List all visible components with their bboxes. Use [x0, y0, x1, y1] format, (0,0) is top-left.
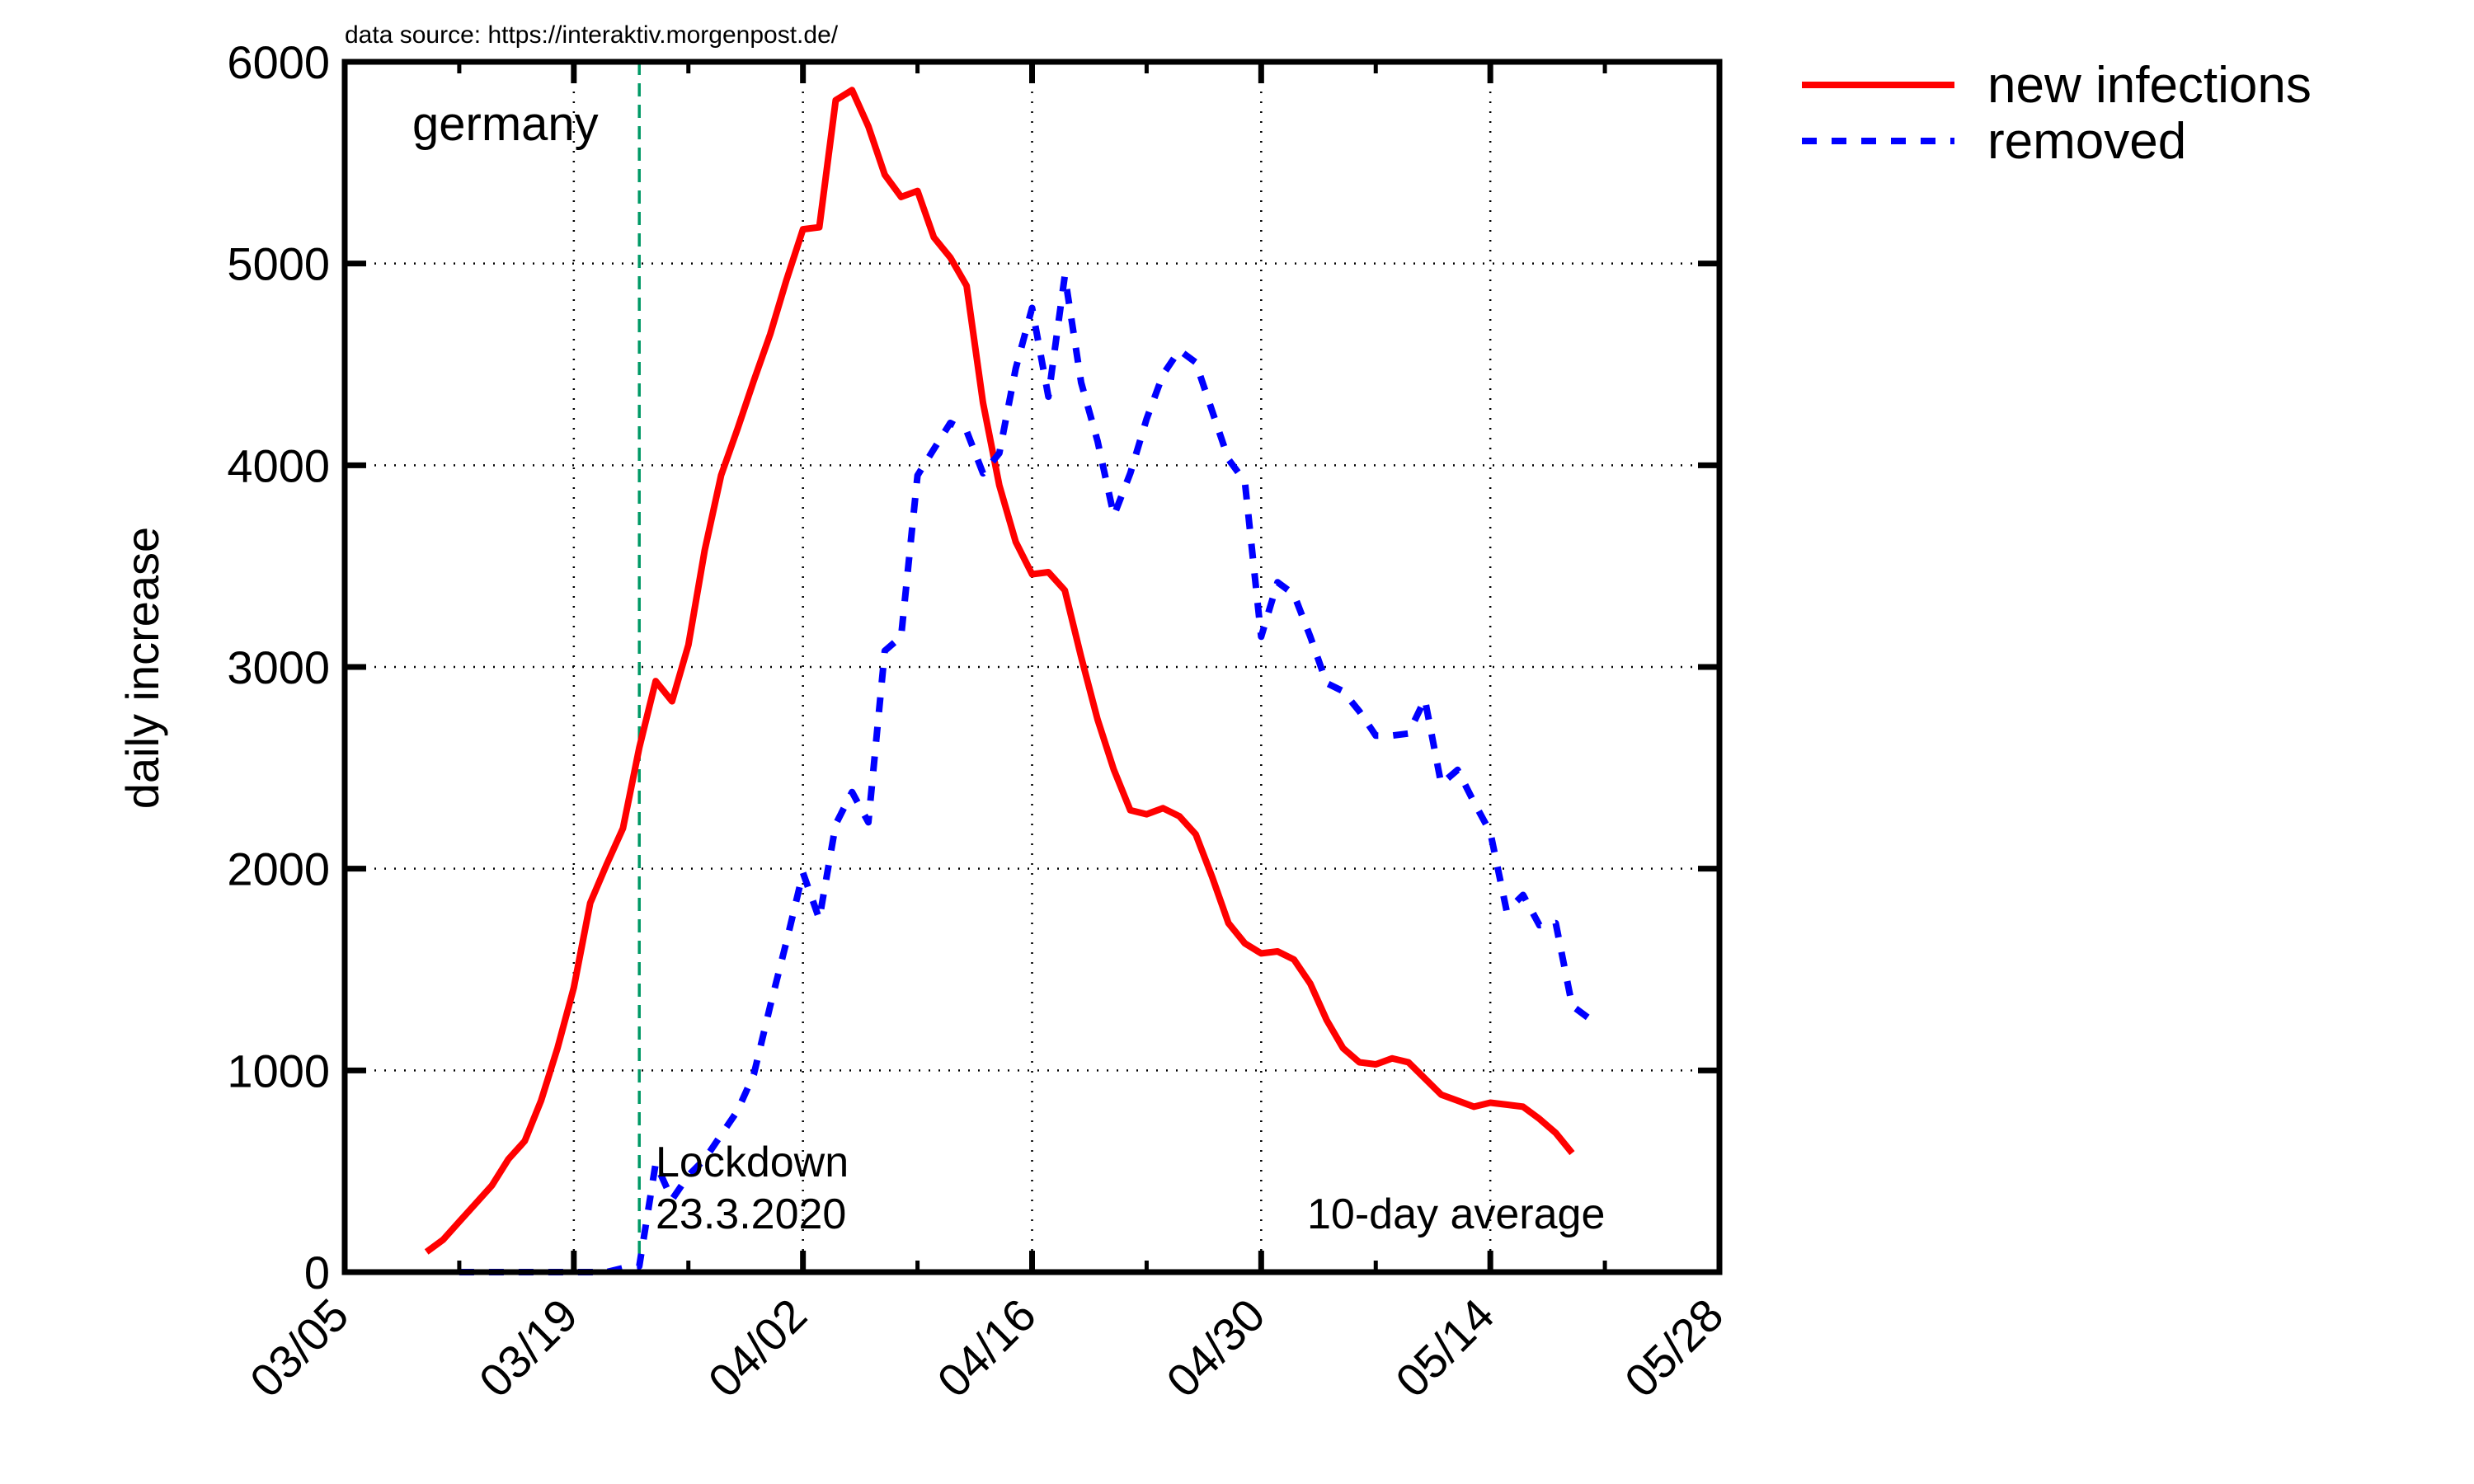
x-tick-label: 04/30	[1156, 1289, 1275, 1407]
y-tick-label: 3000	[227, 641, 330, 693]
legend-label: removed	[1987, 113, 2186, 170]
average-note: 10-day average	[1307, 1190, 1605, 1238]
x-tick-label: 04/02	[698, 1289, 817, 1407]
region-label: germany	[412, 97, 599, 151]
y-tick-label: 4000	[227, 439, 330, 491]
removed-series-line	[459, 272, 1591, 1275]
x-tick-label: 05/28	[1615, 1289, 1733, 1407]
x-tick-label: 03/05	[240, 1289, 359, 1407]
data-source-note: data source: https://interaktiv.morgenpo…	[345, 21, 839, 49]
y-axis-label: daily increase	[116, 527, 168, 809]
new-infections-series-line	[424, 87, 1575, 1255]
y-tick-label: 5000	[227, 238, 330, 290]
x-tick-label: 05/14	[1385, 1289, 1504, 1407]
grid	[345, 62, 1719, 1272]
x-tick-label: 03/19	[469, 1289, 588, 1407]
x-tick-label: 04/16	[927, 1289, 1046, 1407]
y-tick-label: 0	[304, 1247, 330, 1298]
lockdown-label: Lockdown	[656, 1139, 849, 1186]
legend-label: new infections	[1987, 57, 2312, 114]
y-tick-label: 6000	[227, 36, 330, 88]
series-lines	[424, 87, 1591, 1275]
lockdown-date-label: 23.3.2020	[656, 1190, 846, 1238]
y-tick-label: 2000	[227, 843, 330, 895]
y-tick-label: 1000	[227, 1045, 330, 1097]
